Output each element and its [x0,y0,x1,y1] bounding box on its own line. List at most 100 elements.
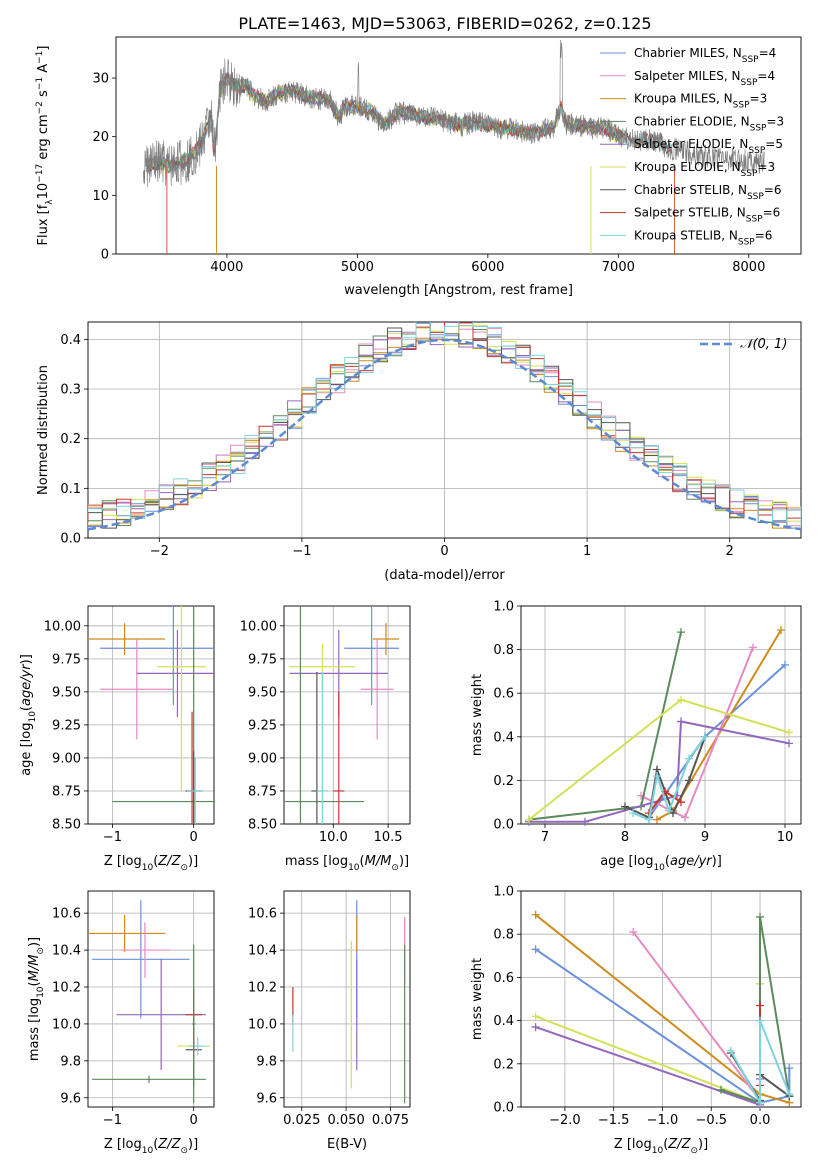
y-axis-label: Flux [fλ10−17 erg cm−2 s−1 A−1] [35,46,55,246]
series-marker [681,813,689,822]
series-line [729,1020,791,1107]
legend-label-part: Salpeter STELIB, N [634,206,746,220]
y-axis-label-part: 10 [36,986,46,998]
y-tick-label: 0.0 [493,818,514,833]
y-tick-label: 10.2 [248,981,277,996]
x-axis-label-part: )] [698,1137,708,1152]
x-axis-label-part: Z/Z [157,1137,181,1152]
age_vs_mass-plot-area [284,606,400,824]
legend-label-part: =5 [765,137,783,151]
series-marker [685,776,693,785]
y-tick-label: 1.0 [493,885,514,900]
y-tick-label: 10.00 [44,619,81,634]
legend-label-part: SSP [746,215,763,225]
y-tick-label: 10.0 [248,1017,277,1032]
series-marker [785,1090,794,1099]
axes-frame [87,890,215,1108]
legend-label-part: =4 [757,69,775,83]
legend-label-part: SSP [742,55,759,65]
y-axis-label-part: ⊙ [36,947,46,955]
series-marker [645,815,653,824]
x-axis-label-part: 10 [142,1146,154,1156]
y-axis-label-part: M/M [27,955,42,982]
series-marker [653,772,661,781]
x-axis-label-part: ( [153,1137,158,1152]
y-tick-label: 8.50 [52,818,81,833]
y-tick-label: 9.75 [52,652,81,667]
series-marker [665,806,673,815]
y-tick-label: 9.6 [256,1091,277,1106]
x-axis-label-part: ⊙ [391,863,399,873]
x-tick-label: −1.5 [598,1113,630,1128]
y-axis-label-part: ( [27,981,42,986]
y-tick-label: 9.8 [256,1054,277,1069]
y-tick-label: 10.2 [52,981,81,996]
series-marker [749,643,757,652]
y-tick-label: 10.0 [52,1017,81,1032]
y-axis-label-part: −1 [35,51,45,64]
legend-label-part: =3 [750,92,768,106]
y-axis-label-part: 10 [36,183,51,200]
x-tick-label: 8 [621,830,629,845]
x-axis-label-part: 10 [653,863,665,873]
y-axis-label: mass weight [470,674,485,756]
series-marker [525,815,533,824]
x-axis-label-part: Z [log [104,854,142,869]
x-tick-label: 0.050 [328,1113,365,1128]
legend-label-part: SSP [741,169,758,179]
legend-label-part: =6 [764,183,782,197]
y-axis-label-part: 10 [28,711,38,723]
x-axis-label-part: ( [665,854,670,869]
legend-label-part: Kroupa STELIB, N [634,228,738,242]
x-tick-label: −1 [292,544,311,559]
spectrum-data-line [143,39,765,188]
series-line [535,983,761,1105]
legend-label-part: SSP [750,123,767,133]
x-tick-label: 0.075 [372,1113,409,1128]
x-tick-label: 0.0 [750,1113,771,1128]
y-tick-label: 1.0 [493,600,514,615]
x-axis-label-part: age/yr [670,854,713,869]
y-tick-label: 10.4 [52,944,81,959]
x-axis-label-part: ( [663,1137,668,1152]
y-tick-label: 10 [92,189,109,204]
y-tick-label: 0.2 [493,1057,514,1072]
x-tick-label: −1 [103,830,122,845]
x-tick-label: −0.5 [695,1113,727,1128]
x-axis-label-part: Z [log [104,1137,142,1152]
series-marker [756,1016,765,1025]
y-axis-label-part: −1 [35,77,45,90]
legend-label-part: Kroupa ELODIE, N [634,160,741,174]
y-tick-label: 0.2 [60,432,81,447]
series-marker [629,928,638,937]
x-axis-label-part: )] [188,854,198,869]
legend-label-part: SSP [741,78,758,88]
x-axis-label-part: M/M [365,854,392,869]
y-axis-label-part: −17 [35,164,45,183]
x-axis-label: (data-model)/error [384,568,505,583]
y-tick-label: 0 [101,248,109,263]
x-tick-label: 8000 [732,260,765,275]
mass_vs_ebv-plot-area [292,900,406,1104]
y-tick-label: 8.75 [248,784,277,799]
series-line [528,631,682,821]
series-marker [685,754,693,763]
legend-label-part: SSP [747,192,764,202]
x-tick-label: 7000 [602,260,635,275]
series-marker [717,1085,725,1094]
series-marker [677,717,685,726]
series-marker [677,798,685,807]
x-tick-label: −1 [103,1113,122,1128]
series-marker [531,1012,540,1021]
legend-label-part: Chabrier ELODIE, N [634,114,750,128]
x-axis-label-part: )] [712,854,722,869]
x-axis-label-part: Z/Z [667,1137,691,1152]
series-marker [629,809,637,818]
x-tick-label: 0 [440,544,448,559]
y-tick-label: 0.8 [493,928,514,943]
x-tick-label: 4000 [210,260,243,275]
y-axis-label: age [log10(age/yr)] [19,654,38,776]
y-tick-label: 0.4 [60,333,81,348]
